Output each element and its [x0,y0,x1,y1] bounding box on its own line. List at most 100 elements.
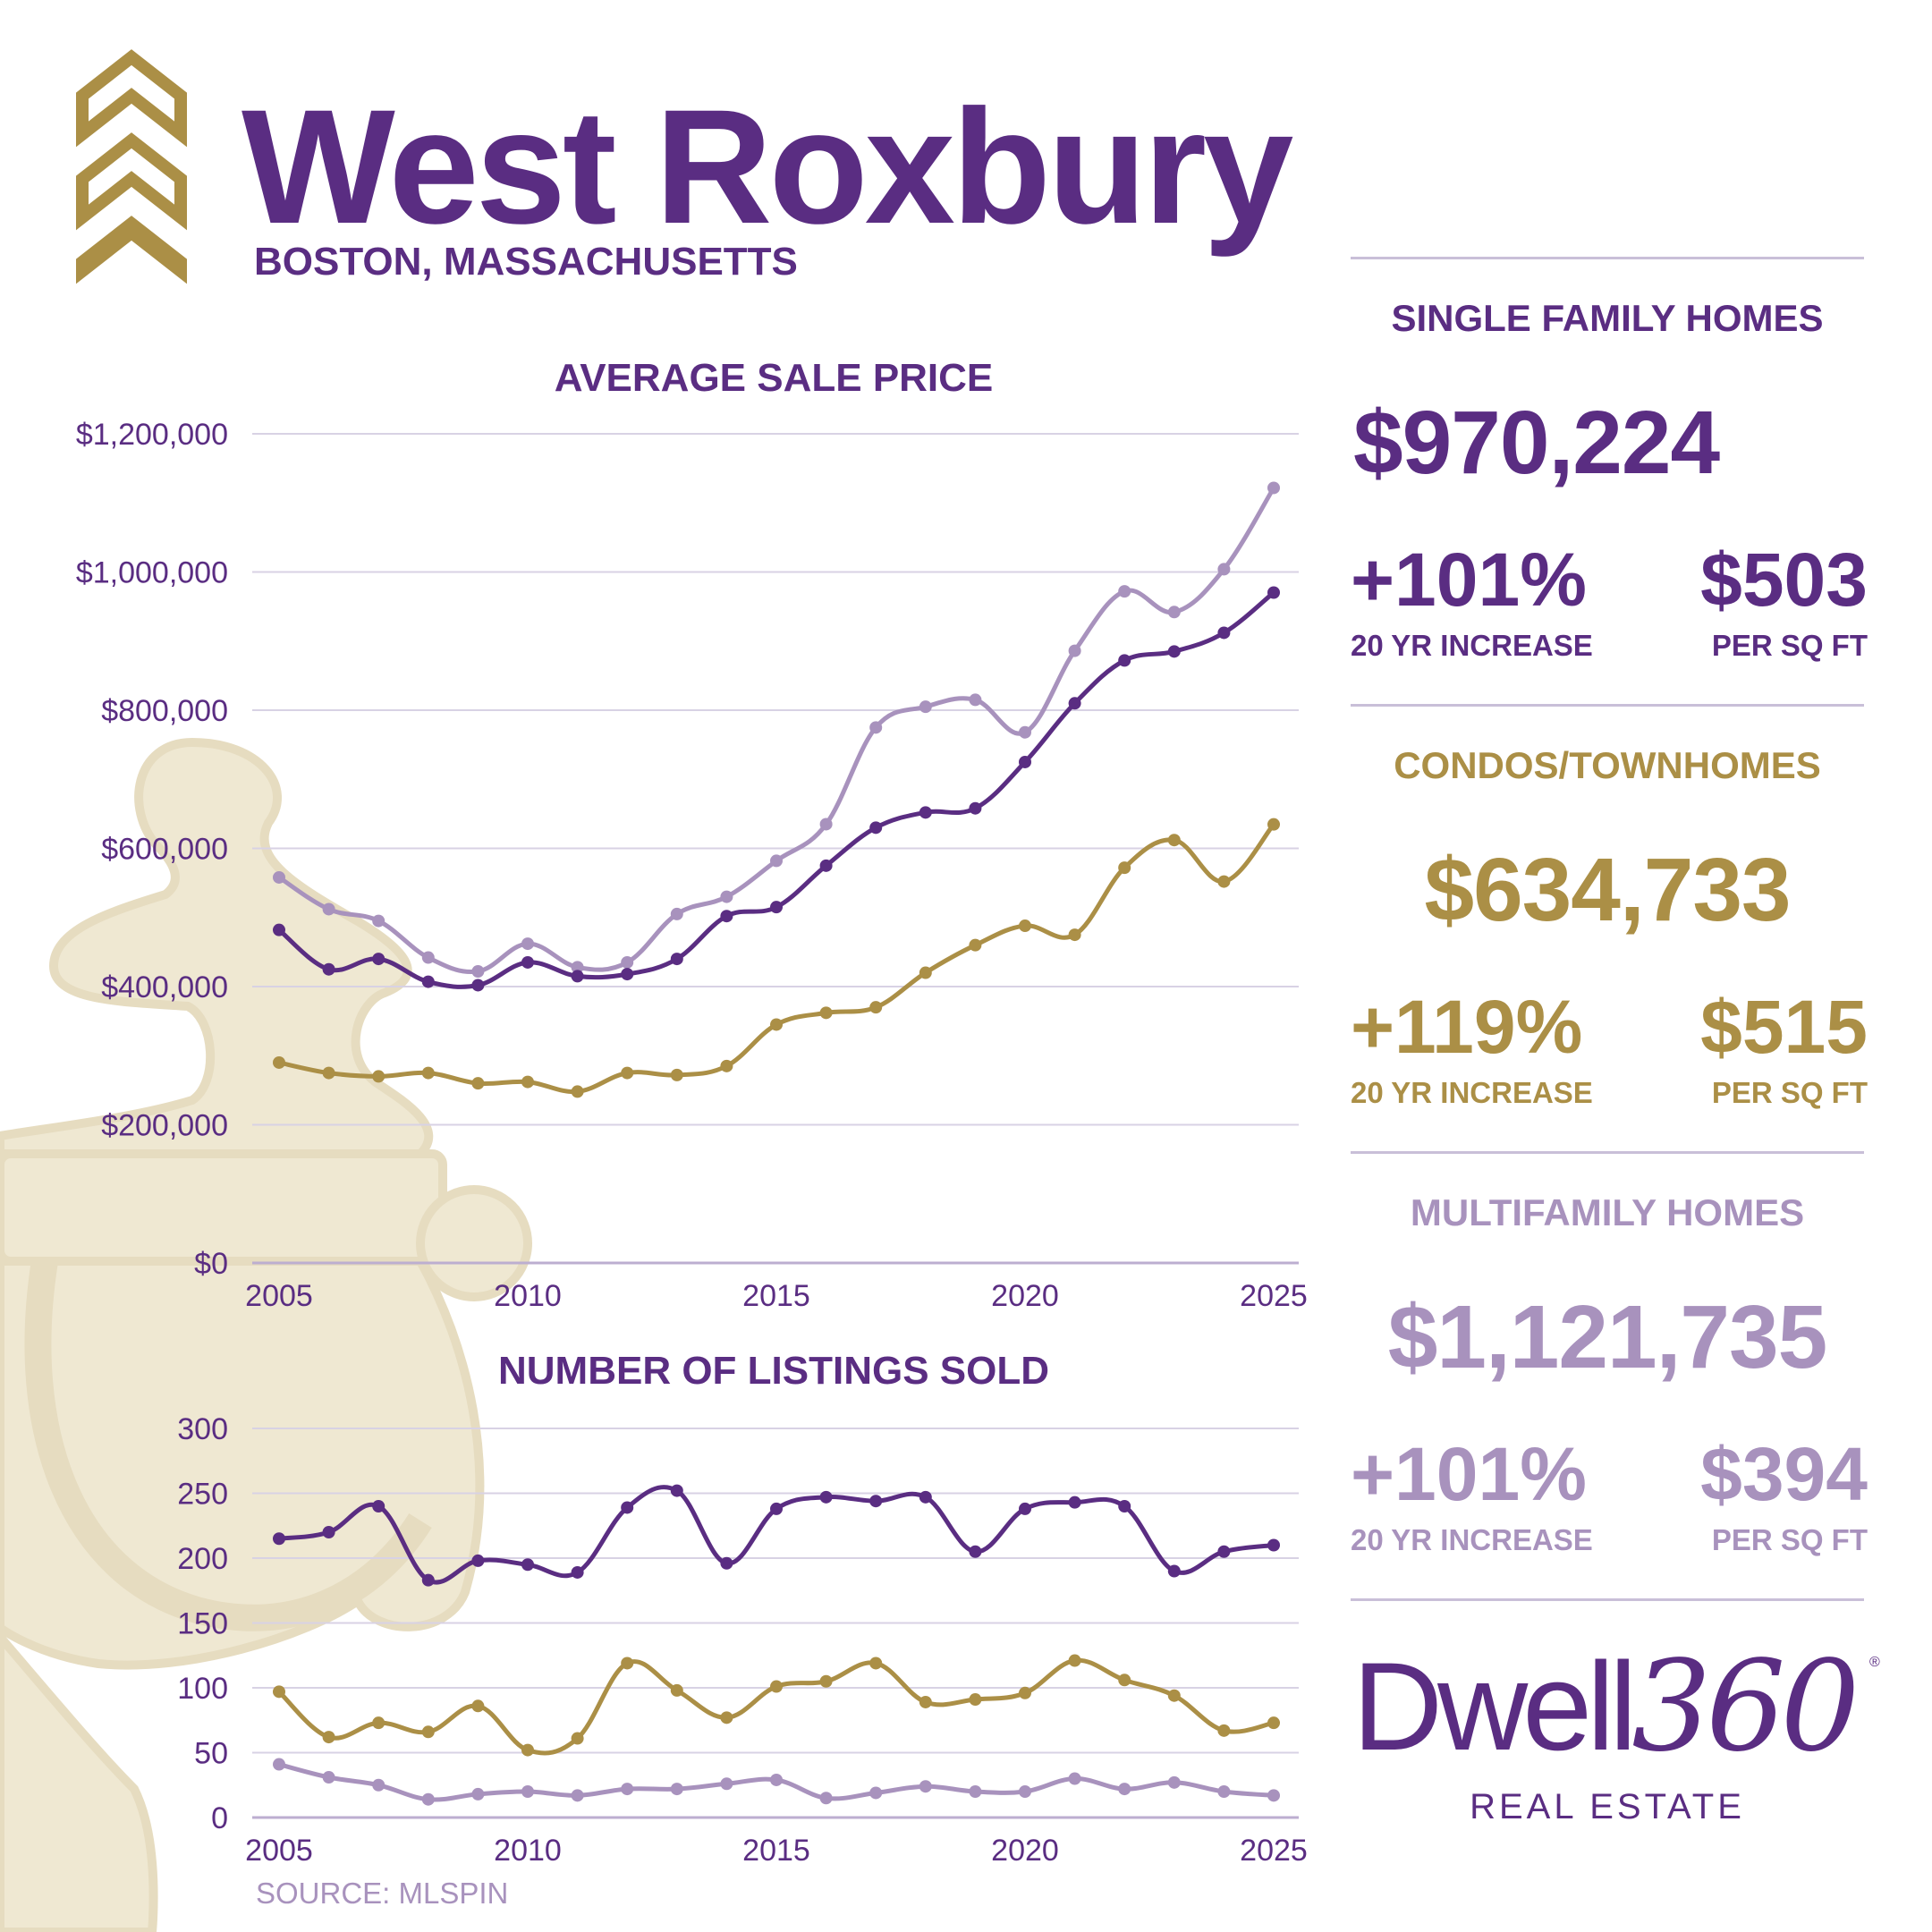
data-point [1217,875,1231,888]
data-point [1217,626,1231,640]
data-point [1068,928,1081,942]
data-point [1118,585,1131,598]
data-point [1267,586,1280,599]
y-tick-label: 150 [177,1607,228,1641]
data-point [1019,1686,1031,1699]
data-point [869,1001,883,1014]
data-point [1167,834,1181,847]
data-point [372,1716,386,1730]
x-tick-label: 2010 [494,1279,562,1313]
data-point [273,1055,285,1069]
data-point [720,1059,733,1072]
data-point [819,1674,833,1688]
x-tick-label: 2015 [742,1279,810,1313]
data-point [621,1657,634,1670]
data-point [1068,1496,1081,1509]
data-point [670,1068,683,1081]
data-point [720,890,733,903]
data-point [322,1731,335,1744]
divider [1351,1598,1864,1601]
data-point [770,901,783,914]
data-point [322,1066,335,1080]
sqft-multifamily: $394 [1700,1432,1868,1516]
increase-label-single-family: 20 YR INCREASE [1351,629,1593,662]
sqft-label-multifamily: PER SQ FT [1711,1523,1868,1556]
panel-title-multifamily: MULTIFAMILY HOMES [1410,1191,1805,1233]
data-point [372,1070,386,1083]
data-point [621,1066,634,1080]
data-point [1267,1789,1280,1802]
panel-title-condos: CONDOS/TOWNHOMES [1394,744,1821,786]
y-tick-label: 50 [194,1737,228,1771]
average-sale-price-chart: $0 $200,000 $400,000 $600,000 $800,000 $1,000… [76,418,1308,1313]
logo-number: 360 [1631,1634,1860,1780]
data-point [1068,1772,1081,1785]
data-point [571,961,584,974]
data-point [869,1657,883,1670]
data-point [421,1066,435,1080]
data-point [1267,481,1280,495]
data-point [770,1502,783,1515]
data-point [521,1075,534,1089]
chart-title-sale-price: AVERAGE SALE PRICE [554,356,994,400]
data-point [322,1526,335,1538]
y-tick-label: 300 [177,1412,228,1446]
data-point [571,1565,584,1579]
divider [1351,257,1864,259]
data-point [1217,563,1231,576]
data-point [819,1006,833,1020]
data-point [819,859,833,872]
panel-title-single-family: SINGLE FAMILY HOMES [1391,297,1824,339]
data-point [421,975,435,988]
data-point [869,821,883,835]
triple-chevron-up-icon [76,49,187,284]
data-point [372,914,386,928]
page-subtitle: BOSTON, MASSACHUSETTS [254,240,798,284]
sqft-label-single-family: PER SQ FT [1711,629,1868,662]
data-point [670,1783,683,1796]
y-tick-label: 100 [177,1672,228,1706]
data-point [770,854,783,868]
x-tick-label: 2020 [991,1834,1059,1868]
y-tick-label: 250 [177,1478,228,1512]
data-point [1217,1545,1231,1558]
data-point [421,951,435,964]
data-point [869,721,883,734]
chart-title-listings-sold: NUMBER OF LISTINGS SOLD [498,1349,1049,1393]
data-point [670,953,683,966]
page-title: West Roxbury [242,75,1293,258]
data-point [322,1771,335,1784]
data-point [969,801,982,815]
data-point [1068,697,1081,710]
data-point [621,955,634,969]
company-logo: Dwell360 [1352,1644,1860,1770]
data-point [720,1777,733,1791]
data-point [1267,818,1280,831]
data-point [1267,1716,1280,1730]
data-point [1118,1783,1131,1796]
data-point [322,902,335,916]
data-point [670,1484,683,1497]
data-point [571,1732,584,1745]
door-knocker-icon [0,737,532,1932]
increase-single-family: +101% [1351,538,1587,622]
data-point [1019,725,1031,739]
data-point [969,1545,982,1558]
data-point [421,1573,435,1587]
series-line-purple [276,590,1276,989]
sqft-condos: $515 [1700,985,1868,1069]
data-point [720,1711,733,1724]
data-point [869,1786,883,1800]
data-point [471,979,485,992]
data-point [1019,1785,1031,1798]
listings-sold-chart: 0 50 100 150 200 250 300 2005 2010 2015 2020 2025 [177,1412,1308,1868]
data-point [919,700,932,714]
data-point [421,1792,435,1806]
increase-condos: +119% [1351,985,1583,1069]
data-point [571,970,584,983]
x-tick-label: 2020 [991,1279,1059,1313]
series-line-purple [276,1485,1276,1585]
data-point [471,1699,485,1713]
